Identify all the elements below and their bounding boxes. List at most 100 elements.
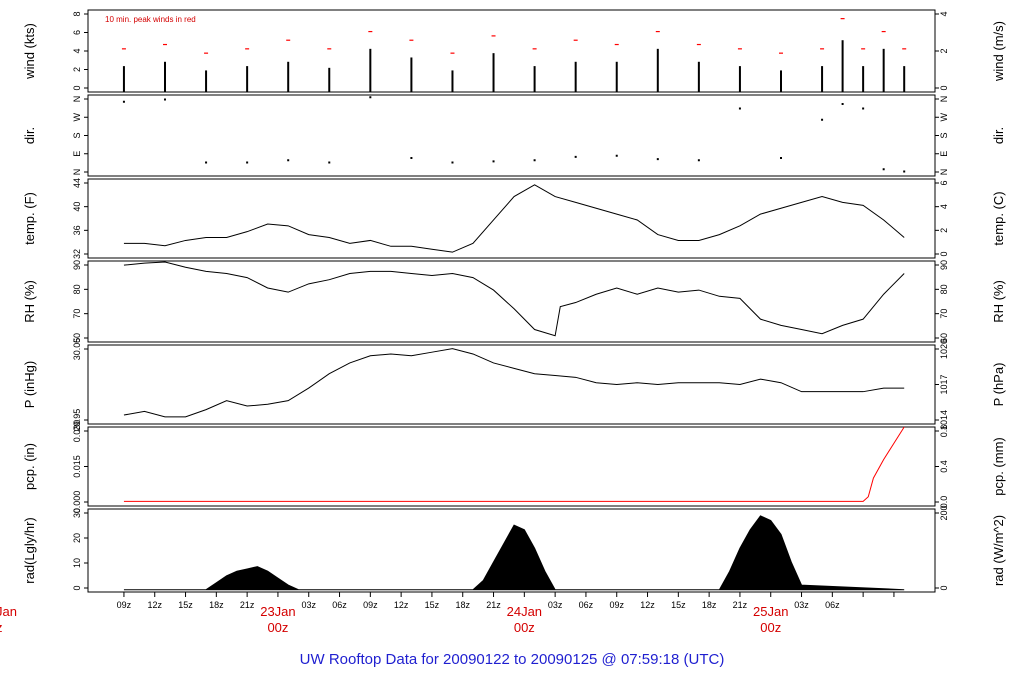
rh-line xyxy=(123,261,905,337)
y-axis-label-left: pcp. (in) xyxy=(22,443,37,490)
y-tick-label-right: 0 xyxy=(939,585,949,590)
y-tick-label-left: 29.95 xyxy=(72,409,82,432)
direction-point xyxy=(615,154,618,157)
y-tick-label-right: 2 xyxy=(939,228,949,233)
date-label-day: 25Jan xyxy=(753,604,788,619)
direction-point xyxy=(122,100,125,103)
y-axis-label-right: dir. xyxy=(991,127,1006,144)
x-tick-label: 18z xyxy=(209,600,224,610)
direction-point xyxy=(882,168,885,171)
y-axis-label-left: dir. xyxy=(22,127,37,144)
y-tick-label-right: 0 xyxy=(939,85,949,90)
direction-point xyxy=(656,158,659,161)
direction-point xyxy=(841,103,844,105)
y-axis-label-right: RH (%) xyxy=(991,280,1006,323)
y-tick-label-right: 0.8 xyxy=(939,425,949,438)
panel-frame xyxy=(87,9,936,93)
direction-point xyxy=(410,157,413,159)
y-tick-label-left: 30.05 xyxy=(72,338,82,361)
direction-point xyxy=(862,107,865,110)
direction-point xyxy=(164,98,166,101)
direction-point xyxy=(821,118,824,121)
y-tick-label-left: 0 xyxy=(72,85,82,90)
y-tick-label-right: S xyxy=(939,132,949,138)
x-tick-label: 12z xyxy=(394,600,409,610)
y-axis-label-right: rad (W/m^2) xyxy=(991,515,1006,586)
y-tick-label-right: E xyxy=(939,151,949,157)
direction-point xyxy=(697,159,700,162)
date-label-time: 00z xyxy=(760,620,781,635)
panel-pressure: 29.95 30.05 1014 1017 1020 P (inHg) P (hPa) xyxy=(22,338,1006,432)
y-tick-label-left: S xyxy=(72,132,82,138)
y-tick-label-left: N xyxy=(72,96,82,103)
y-tick-label-left: 70 xyxy=(72,309,82,319)
y-tick-label-right: N xyxy=(939,169,949,176)
panel-temp: 32 36 40 44 0 2 4 6 temp. (F) temp. (C) xyxy=(22,178,1006,259)
date-label-time: 00z xyxy=(514,620,535,635)
date-label-day: 24Jan xyxy=(507,604,542,619)
y-tick-label-left: 0.000 xyxy=(72,491,82,514)
y-tick-label-left: 8 xyxy=(72,11,82,16)
y-tick-label-right: 60 xyxy=(939,333,949,343)
y-tick-label-right: 1017 xyxy=(939,374,949,394)
x-tick-label: 21z xyxy=(486,600,501,610)
y-tick-label-left: 0.015 xyxy=(72,455,82,478)
y-tick-label-right: 0.4 xyxy=(939,460,949,473)
panel-radiation: 0 10 20 30 0 200 rad(Lgly/hr) rad (W/m^2) xyxy=(22,505,1006,593)
y-tick-label-left: N xyxy=(72,169,82,176)
direction-point xyxy=(574,155,577,158)
direction-point xyxy=(780,157,782,159)
direction-point xyxy=(205,161,208,164)
y-tick-label-left: 32 xyxy=(72,249,82,259)
panel-frame xyxy=(87,260,936,343)
x-tick-label: 15z xyxy=(671,600,686,610)
x-tick-label: 15z xyxy=(178,600,193,610)
peak-wind-annotation: 10 min. peak winds in red xyxy=(105,15,196,24)
direction-point xyxy=(246,161,249,164)
y-tick-label-left: 10 xyxy=(72,558,82,568)
y-tick-label-left: 20 xyxy=(72,533,82,543)
temp-line xyxy=(123,184,905,253)
y-tick-label-left: E xyxy=(72,151,82,157)
y-axis-label-left: P (inHg) xyxy=(22,361,37,408)
y-tick-label-right: 6 xyxy=(939,180,949,185)
footer-title: UW Rooftop Data for 20090122 to 20090125… xyxy=(299,651,725,668)
y-tick-label-left: 40 xyxy=(72,202,82,212)
radiation-area xyxy=(123,515,905,591)
x-tick-label: 12z xyxy=(640,600,655,610)
y-tick-label-left: 0.030 xyxy=(72,420,82,443)
y-tick-label-right: 70 xyxy=(939,309,949,319)
date-label-day: 23Jan xyxy=(260,604,295,619)
panel-frame xyxy=(87,508,936,593)
x-tick-label: 06z xyxy=(579,600,594,610)
x-tick-label: 06z xyxy=(825,600,840,610)
y-tick-label-left: 30 xyxy=(72,508,82,518)
y-tick-label-right: 1014 xyxy=(939,410,949,430)
pressure-line xyxy=(123,348,905,418)
direction-point xyxy=(903,170,906,173)
direction-point xyxy=(533,159,536,162)
x-tick-label: 18z xyxy=(702,600,717,610)
y-tick-label-left: 44 xyxy=(72,178,82,188)
panel-precip: 0.000 0.015 0.030 0.0 0.4 0.8 pcp. (in) pcp. (m… xyxy=(22,420,1006,514)
panel-frame xyxy=(87,344,936,425)
y-tick-label-right: 0.0 xyxy=(939,496,949,509)
y-tick-label-right: 4 xyxy=(939,204,949,209)
y-tick-label-right: W xyxy=(939,113,949,122)
y-tick-label-right: N xyxy=(939,96,949,103)
date-label-time-clipped: z xyxy=(0,620,3,635)
panel-wind: 0 2 4 6 8 0 2 4 wind (kts) wind (m/s) xyxy=(22,9,1006,93)
y-tick-label-left: 60 xyxy=(72,333,82,343)
x-tick-label: 15z xyxy=(425,600,440,610)
x-tick-label: 12z xyxy=(147,600,162,610)
date-label-time: 00z xyxy=(267,620,288,635)
direction-point xyxy=(738,107,741,110)
y-axis-label-left: RH (%) xyxy=(22,280,37,323)
y-tick-label-left: 6 xyxy=(72,30,82,35)
x-tick-label: 03z xyxy=(794,600,809,610)
y-tick-label-right: 1020 xyxy=(939,339,949,359)
x-tick-label: 18z xyxy=(455,600,470,610)
x-tick-label: 03z xyxy=(301,600,316,610)
x-tick-label: 21z xyxy=(733,600,748,610)
